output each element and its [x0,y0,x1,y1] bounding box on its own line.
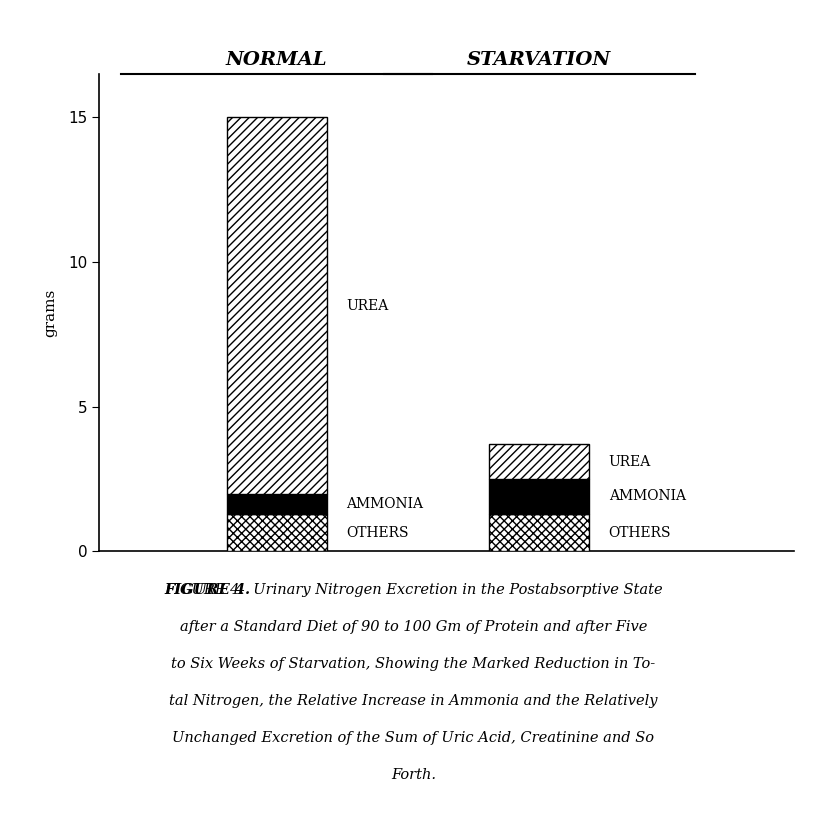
Text: Forth.: Forth. [391,768,436,782]
Bar [227,494,327,514]
Text: OTHERS: OTHERS [347,526,409,540]
Bar [489,514,590,551]
Bar [227,514,327,551]
Bar [227,118,327,494]
Text: tal Nitrogen, the Relative Increase in Ammonia and the Relatively: tal Nitrogen, the Relative Increase in A… [170,695,657,709]
Y-axis label: grams: grams [43,289,57,337]
Text: OTHERS: OTHERS [609,526,672,540]
Text: AMMONIA: AMMONIA [347,496,423,511]
Text: AMMONIA: AMMONIA [609,490,686,504]
Text: after a Standard Diet of 90 to 100 Gm of Protein and after Five: after a Standard Diet of 90 to 100 Gm of… [179,621,648,635]
Text: Unchanged Excretion of the Sum of Uric Acid, Creatinine and So: Unchanged Excretion of the Sum of Uric A… [173,732,654,746]
Text: STARVATION: STARVATION [467,51,611,69]
Text: NORMAL: NORMAL [226,51,327,69]
Text: FIGURE 4.: FIGURE 4. [165,584,251,597]
Text: to Six Weeks of Starvation, Showing the Marked Reduction in To-: to Six Weeks of Starvation, Showing the … [171,658,656,672]
Text: FIGURE 4.  Urinary Nitrogen Excretion in the Postabsorptive State: FIGURE 4. Urinary Nitrogen Excretion in … [165,584,662,597]
Bar [489,479,590,514]
Text: UREA: UREA [609,455,651,469]
Bar [489,444,590,479]
Text: FIGURE 4.  Urinary Nitrogen Excretion in the Postabsorptive State: FIGURE 4. Urinary Nitrogen Excretion in … [165,584,662,597]
Text: UREA: UREA [347,299,389,313]
